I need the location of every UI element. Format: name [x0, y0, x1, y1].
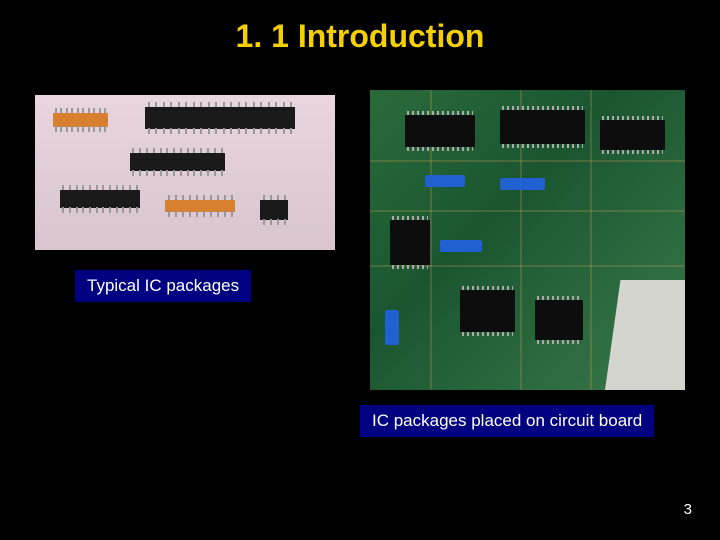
- caption-right: IC packages placed on circuit board: [360, 405, 654, 437]
- ic-chip: [130, 153, 225, 171]
- ic-chip: [260, 200, 288, 220]
- board-ic-chip: [460, 290, 515, 332]
- board-ic-chip: [535, 300, 583, 340]
- page-number: 3: [684, 501, 692, 518]
- capacitor: [500, 178, 545, 190]
- capacitor: [440, 240, 482, 252]
- board-ic-chip: [600, 120, 665, 150]
- capacitor: [385, 310, 399, 345]
- ic-chip: [145, 107, 295, 129]
- ic-chip: [53, 113, 108, 127]
- corner-device: [605, 280, 685, 390]
- ic-chip: [60, 190, 140, 208]
- board-ic-chip: [390, 220, 430, 265]
- board-ic-chip: [405, 115, 475, 147]
- board-ic-chip: [500, 110, 585, 144]
- figure-left-ic-packages: [35, 95, 335, 250]
- figure-right-circuit-board: [370, 90, 685, 390]
- caption-left: Typical IC packages: [75, 270, 251, 302]
- slide-title: 1. 1 Introduction: [0, 18, 720, 55]
- ic-chip: [165, 200, 235, 212]
- capacitor: [425, 175, 465, 187]
